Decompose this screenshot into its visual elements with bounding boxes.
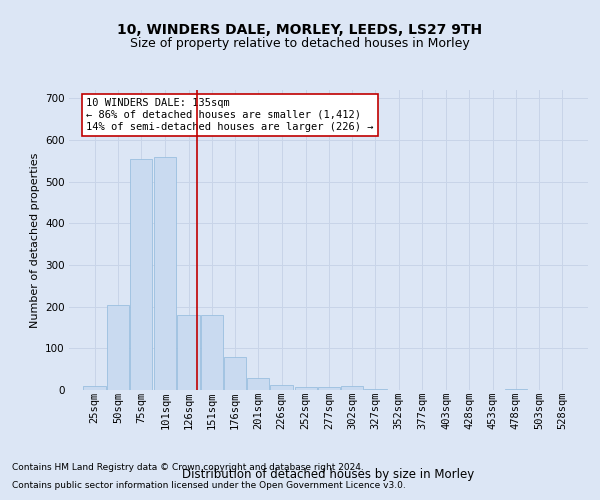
Bar (271, 385, 293, 390)
Y-axis label: Number of detached properties: Number of detached properties (29, 152, 40, 328)
Bar (295, 386, 317, 390)
Bar (247, 378, 269, 390)
Text: Contains HM Land Registry data © Crown copyright and database right 2024.: Contains HM Land Registry data © Crown c… (12, 464, 364, 472)
Bar (224, 356, 246, 390)
Bar (154, 156, 176, 390)
Bar (178, 315, 200, 390)
Text: 10, WINDERS DALE, MORLEY, LEEDS, LS27 9TH: 10, WINDERS DALE, MORLEY, LEEDS, LS27 9T… (118, 22, 482, 36)
Bar (341, 386, 364, 390)
Text: Size of property relative to detached houses in Morley: Size of property relative to detached ho… (130, 38, 470, 51)
Bar (200, 315, 223, 390)
Bar (83, 386, 106, 390)
Bar (364, 389, 386, 390)
X-axis label: Distribution of detached houses by size in Morley: Distribution of detached houses by size … (182, 468, 475, 481)
Text: 10 WINDERS DALE: 135sqm
← 86% of detached houses are smaller (1,412)
14% of semi: 10 WINDERS DALE: 135sqm ← 86% of detache… (86, 98, 374, 132)
Bar (505, 389, 527, 390)
Bar (130, 159, 152, 390)
Bar (318, 386, 340, 390)
Bar (107, 304, 129, 390)
Text: Contains public sector information licensed under the Open Government Licence v3: Contains public sector information licen… (12, 481, 406, 490)
